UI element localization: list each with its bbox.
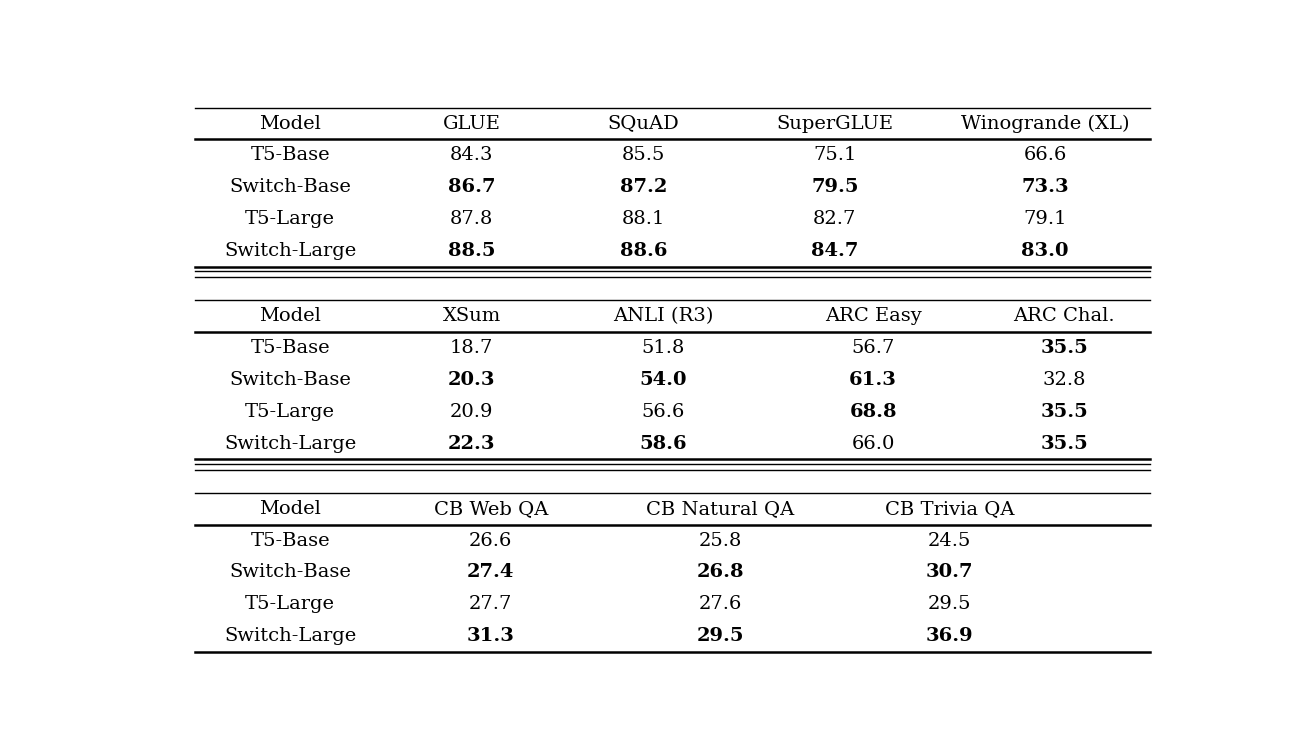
Text: 29.5: 29.5: [697, 627, 744, 645]
Text: 83.0: 83.0: [1022, 242, 1069, 260]
Text: 66.6: 66.6: [1023, 147, 1067, 165]
Text: 18.7: 18.7: [450, 339, 493, 357]
Text: 61.3: 61.3: [849, 371, 897, 389]
Text: 84.3: 84.3: [450, 147, 493, 165]
Text: 68.8: 68.8: [849, 402, 897, 420]
Text: GLUE: GLUE: [442, 114, 501, 132]
Text: 31.3: 31.3: [467, 627, 514, 645]
Text: 87.8: 87.8: [450, 210, 493, 228]
Text: 75.1: 75.1: [813, 147, 857, 165]
Text: T5-Base: T5-Base: [251, 147, 329, 165]
Text: 82.7: 82.7: [813, 210, 857, 228]
Text: 86.7: 86.7: [447, 178, 496, 196]
Text: Switch-Base: Switch-Base: [230, 178, 352, 196]
Text: Model: Model: [260, 114, 321, 132]
Text: 84.7: 84.7: [811, 242, 858, 260]
Text: CB Trivia QA: CB Trivia QA: [884, 500, 1014, 517]
Text: 22.3: 22.3: [447, 435, 496, 453]
Text: 20.9: 20.9: [450, 402, 493, 420]
Text: T5-Large: T5-Large: [245, 596, 335, 613]
Text: 54.0: 54.0: [639, 371, 686, 389]
Text: 56.7: 56.7: [851, 339, 895, 357]
Text: T5-Large: T5-Large: [245, 402, 335, 420]
Text: 24.5: 24.5: [928, 532, 971, 550]
Text: 29.5: 29.5: [928, 596, 971, 613]
Text: T5-Large: T5-Large: [245, 210, 335, 228]
Text: 88.1: 88.1: [622, 210, 665, 228]
Text: 26.6: 26.6: [470, 532, 513, 550]
Text: Switch-Base: Switch-Base: [230, 371, 352, 389]
Text: 35.5: 35.5: [1040, 402, 1088, 420]
Text: 79.1: 79.1: [1023, 210, 1067, 228]
Text: 30.7: 30.7: [926, 563, 974, 581]
Text: SQuAD: SQuAD: [607, 114, 680, 132]
Text: 27.7: 27.7: [470, 596, 513, 613]
Text: Switch-Large: Switch-Large: [224, 627, 357, 645]
Text: T5-Base: T5-Base: [251, 532, 329, 550]
Text: Switch-Base: Switch-Base: [230, 563, 352, 581]
Text: ARC Easy: ARC Easy: [825, 307, 921, 325]
Text: 51.8: 51.8: [642, 339, 685, 357]
Text: SuperGLUE: SuperGLUE: [777, 114, 893, 132]
Text: Model: Model: [260, 307, 321, 325]
Text: ANLI (R3): ANLI (R3): [613, 307, 712, 325]
Text: 87.2: 87.2: [621, 178, 668, 196]
Text: 26.8: 26.8: [697, 563, 744, 581]
Text: Switch-Large: Switch-Large: [224, 242, 357, 260]
Text: 73.3: 73.3: [1021, 178, 1069, 196]
Text: Winogrande (XL): Winogrande (XL): [960, 114, 1130, 132]
Text: 27.6: 27.6: [698, 596, 741, 613]
Text: 25.8: 25.8: [698, 532, 741, 550]
Text: XSum: XSum: [442, 307, 501, 325]
Text: 20.3: 20.3: [447, 371, 496, 389]
Text: Switch-Large: Switch-Large: [224, 435, 357, 453]
Text: 27.4: 27.4: [467, 563, 514, 581]
Text: 66.0: 66.0: [851, 435, 895, 453]
Text: 32.8: 32.8: [1043, 371, 1086, 389]
Text: 35.5: 35.5: [1040, 339, 1088, 357]
Text: 79.5: 79.5: [811, 178, 858, 196]
Text: ARC Chal.: ARC Chal.: [1013, 307, 1115, 325]
Text: 88.5: 88.5: [447, 242, 496, 260]
Text: 88.6: 88.6: [621, 242, 668, 260]
Text: CB Natural QA: CB Natural QA: [646, 500, 794, 517]
Text: T5-Base: T5-Base: [251, 339, 329, 357]
Text: 58.6: 58.6: [639, 435, 686, 453]
Text: 85.5: 85.5: [622, 147, 665, 165]
Text: 56.6: 56.6: [642, 402, 685, 420]
Text: 35.5: 35.5: [1040, 435, 1088, 453]
Text: 36.9: 36.9: [926, 627, 974, 645]
Text: Model: Model: [260, 500, 321, 517]
Text: CB Web QA: CB Web QA: [433, 500, 548, 517]
